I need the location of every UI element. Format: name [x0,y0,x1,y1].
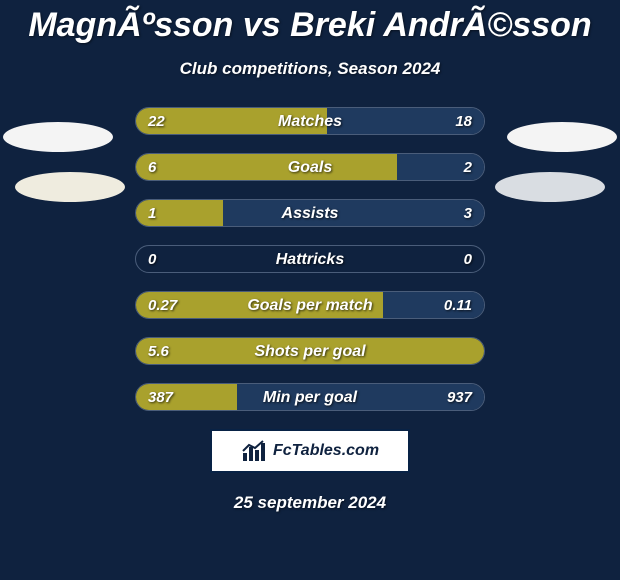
page-subtitle: Club competitions, Season 2024 [0,59,620,79]
stat-row: 62Goals [135,153,485,181]
stat-bar-left [136,292,383,318]
stat-bar-left [136,200,223,226]
stat-bar-right [237,384,484,410]
chart-icon [241,439,267,463]
stat-value-right: 0 [464,246,472,273]
stat-bar-right [383,292,484,318]
stat-row: 0 0Hattricks [135,245,485,273]
date-text: 25 september 2024 [0,493,620,513]
stat-bar-left [136,108,327,134]
stat-label: Hattricks [136,246,484,273]
right-club-badge-2 [495,172,605,202]
stats-container: 2218Matches 62Goals 13Assists 0 0Hattricks 0.… [135,107,485,411]
right-club-badge-1 [507,122,617,152]
branding-text: FcTables.com [273,442,379,460]
left-club-badge-2 [15,172,125,202]
stat-row: 387937Min per goal [135,383,485,411]
stat-bar-right [397,154,484,180]
left-club-badge-1 [3,122,113,152]
stat-bar-left [136,384,237,410]
stat-value-left: 0 [148,246,156,273]
stat-bar-left [136,154,397,180]
branding-box: FcTables.com [210,429,410,473]
stat-bar-right [223,200,484,226]
stat-bar-right [327,108,484,134]
stat-row: 0.270.11Goals per match [135,291,485,319]
stat-row: 13Assists [135,199,485,227]
page-title: MagnÃºsson vs Breki AndrÃ©sson [0,0,620,45]
stat-row: 5.6Shots per goal [135,337,485,365]
stat-bar-left [136,338,484,364]
stat-row: 2218Matches [135,107,485,135]
